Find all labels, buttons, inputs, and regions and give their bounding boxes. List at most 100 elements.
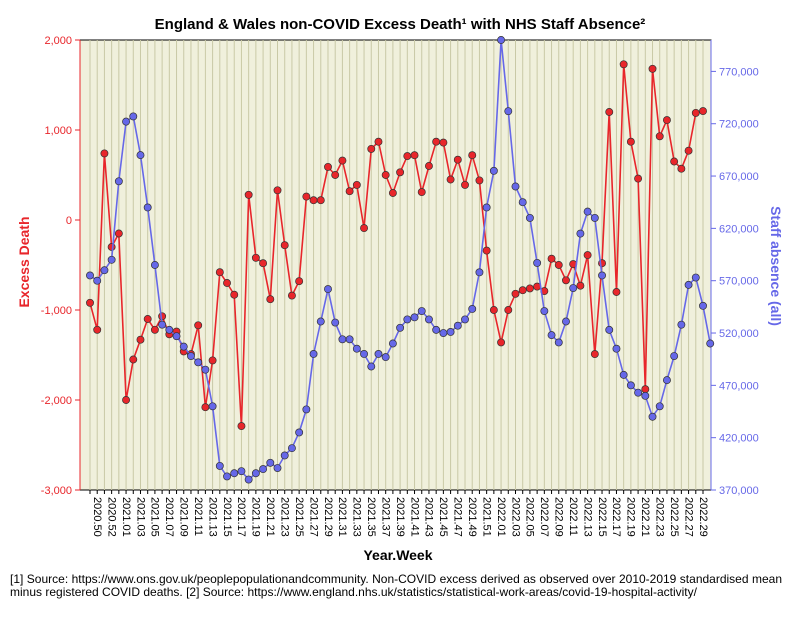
x-tick-label: 2022.23 (654, 497, 666, 537)
data-point (136, 335, 145, 344)
data-point (648, 412, 657, 421)
data-point (388, 189, 397, 197)
data-point (273, 464, 282, 472)
left-tick-label: -1,000 (41, 305, 72, 317)
data-point (439, 329, 448, 337)
x-tick-label: 2022.01 (495, 497, 507, 537)
data-point (511, 289, 520, 298)
data-point (172, 332, 181, 341)
data-point (612, 344, 621, 353)
data-point (295, 277, 304, 286)
right-tick-label: 570,000 (719, 276, 759, 288)
data-point (114, 229, 123, 238)
x-tick-label: 2021.01 (120, 497, 132, 537)
data-point (482, 246, 491, 255)
data-point (619, 370, 628, 379)
data-point (338, 156, 347, 165)
x-tick-label: 2022.15 (596, 497, 608, 537)
data-point (453, 321, 462, 330)
x-tick-label: 2022.05 (524, 497, 536, 537)
data-point (504, 306, 513, 314)
right-tick-label: 470,000 (719, 380, 759, 392)
data-point (309, 350, 318, 358)
x-tick-label: 2022.21 (639, 497, 651, 537)
data-point (338, 335, 347, 344)
data-point (482, 203, 491, 212)
data-point (388, 339, 397, 348)
data-point (179, 342, 188, 351)
data-point (699, 107, 707, 116)
right-tick-label: 420,000 (719, 433, 759, 445)
x-tick-label: 2021.51 (480, 497, 492, 537)
data-point (93, 276, 102, 285)
data-point (251, 469, 260, 478)
data-point (583, 207, 592, 216)
data-point (367, 362, 376, 371)
data-point (547, 254, 556, 263)
x-tick-label: 2021.33 (351, 497, 363, 537)
data-point (641, 385, 650, 394)
x-tick-label: 2021.27 (307, 497, 319, 537)
data-point (208, 356, 217, 365)
x-tick-label: 2020.52 (105, 497, 117, 537)
data-point (374, 350, 383, 358)
data-point (114, 177, 123, 186)
data-point (691, 273, 700, 282)
data-point (367, 144, 376, 153)
data-point (670, 157, 679, 166)
x-tick-label: 2022.07 (538, 497, 550, 537)
data-point (360, 224, 368, 233)
data-point (461, 180, 469, 189)
footnote: [1] Source: https://www.ons.gov.uk/peopl… (10, 572, 782, 599)
data-point (215, 268, 224, 277)
x-tick-label: 2021.05 (149, 497, 161, 537)
data-point (410, 151, 419, 160)
data-point (381, 353, 390, 362)
data-point (612, 288, 621, 296)
data-point (100, 149, 109, 158)
data-point (634, 388, 643, 397)
data-point (590, 213, 599, 222)
data-point (244, 475, 253, 484)
data-point (244, 190, 253, 199)
x-tick-label: 2021.39 (394, 497, 406, 537)
x-tick-label: 2021.13 (206, 497, 218, 537)
x-tick-label: 2022.19 (625, 497, 637, 537)
data-point (453, 155, 462, 164)
data-point (569, 284, 578, 292)
data-point (86, 298, 94, 307)
data-point (223, 279, 231, 287)
data-point (576, 229, 585, 238)
data-point (122, 396, 131, 404)
data-point (576, 281, 585, 290)
data-point (287, 444, 296, 453)
data-point (691, 108, 700, 117)
data-point (461, 315, 469, 324)
data-point (237, 422, 246, 431)
data-point (641, 391, 650, 400)
x-tick-label: 2020.50 (91, 497, 103, 537)
data-point (194, 358, 203, 367)
data-point (446, 175, 455, 184)
left-tick-label: 0 (66, 215, 72, 227)
right-y-axis: 770,000 720,000 670,000 620,000 570,000 520,0… (710, 40, 759, 497)
data-point (324, 285, 332, 294)
data-point (706, 339, 715, 348)
data-point (230, 469, 239, 478)
data-point (417, 188, 426, 197)
data-point (302, 192, 311, 201)
data-point (352, 344, 361, 353)
x-tick-label: 2021.43 (423, 497, 435, 537)
data-point (403, 152, 412, 161)
series-excess-death (86, 60, 707, 431)
left-tick-label: -2,000 (41, 395, 72, 407)
data-point (381, 171, 390, 179)
data-point (655, 402, 664, 411)
data-point (468, 305, 477, 313)
data-point (208, 402, 217, 411)
x-tick-label: 2021.21 (264, 497, 276, 537)
x-tick-label: 2021.41 (408, 497, 420, 537)
data-point (684, 146, 693, 155)
data-point (677, 164, 686, 173)
data-point (626, 137, 635, 146)
